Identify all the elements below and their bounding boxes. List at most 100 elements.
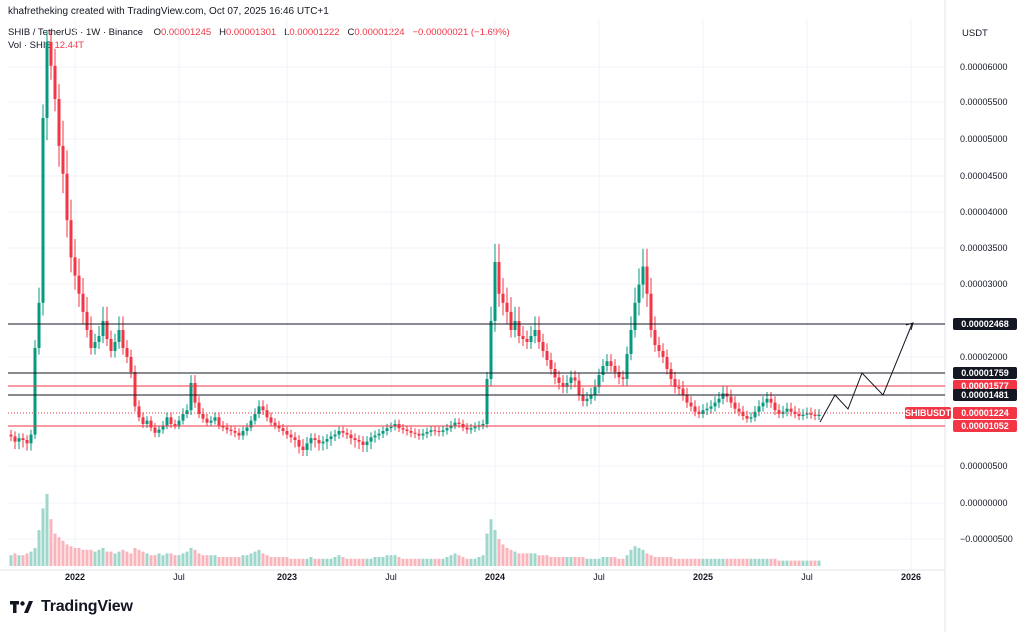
volume-bar <box>85 549 89 566</box>
candle-body <box>669 369 673 379</box>
tradingview-logo-text: TradingView <box>41 598 133 615</box>
volume-bar <box>513 551 517 566</box>
volume-bar <box>561 557 565 566</box>
candle-body <box>737 408 741 412</box>
y-tick-label: 0.00002000 <box>960 352 1008 362</box>
volume-bar <box>649 555 653 566</box>
volume-bar <box>505 548 509 566</box>
volume-bar <box>509 549 513 566</box>
candle-body <box>245 427 249 431</box>
candle-body <box>685 395 689 403</box>
change-value: −0.00000021 (−1.69%) <box>412 27 510 38</box>
volume-bar <box>745 558 749 566</box>
volume-bar <box>77 548 81 566</box>
volume-bar <box>177 555 181 566</box>
candle-body <box>237 432 241 436</box>
candle-body <box>341 431 345 433</box>
candle-body <box>281 428 285 431</box>
volume-bar <box>93 551 97 566</box>
candle-body <box>421 433 425 436</box>
candle-body <box>581 395 585 402</box>
candle-body <box>621 377 625 379</box>
volume-bar <box>197 553 201 566</box>
candle-body <box>745 416 749 419</box>
volume-bar <box>533 553 537 566</box>
candle-body <box>185 410 189 414</box>
volume-bar <box>405 558 409 566</box>
volume-bar <box>593 558 597 566</box>
volume-bar <box>281 557 285 566</box>
candle-body <box>801 414 805 416</box>
candle-body <box>773 402 777 411</box>
volume-bar <box>381 557 385 566</box>
volume-label[interactable]: Vol · SHIB <box>8 40 52 51</box>
candle-body <box>65 173 69 221</box>
x-tick-label: Jul <box>173 572 185 582</box>
candle-body <box>169 417 173 424</box>
high-label: H <box>219 27 226 38</box>
volume-bar <box>325 558 329 566</box>
volume-bar <box>297 558 301 566</box>
volume-bar <box>621 558 625 566</box>
volume-bar <box>149 555 153 566</box>
volume-bar <box>521 553 525 566</box>
volume-bar <box>501 544 505 566</box>
candle-body <box>741 411 745 416</box>
candle-body <box>473 426 477 429</box>
candle-body <box>213 417 217 421</box>
y-tick-label: 0.00005500 <box>960 97 1008 107</box>
candle-body <box>57 99 61 146</box>
candle-body <box>565 383 569 387</box>
candle-body <box>85 311 89 330</box>
candle-body <box>713 402 717 407</box>
volume-bar <box>97 549 101 566</box>
candle-body <box>597 375 601 387</box>
candle-body <box>485 379 489 424</box>
volume-bar <box>401 558 405 566</box>
candle-body <box>765 398 769 403</box>
candle-body <box>377 433 381 436</box>
volume-bar <box>473 558 477 566</box>
volume-bar <box>153 555 157 566</box>
candle-body <box>89 330 93 348</box>
volume-bar <box>657 557 661 566</box>
volume-bar <box>613 557 617 566</box>
volume-bar <box>61 540 65 566</box>
volume-bar <box>809 560 813 566</box>
currency-label[interactable]: USDT <box>962 28 988 39</box>
volume-bar <box>733 558 737 566</box>
volume-bar <box>25 553 29 566</box>
candle-body <box>625 354 629 379</box>
volume-bar <box>709 558 713 566</box>
volume-bar <box>617 558 621 566</box>
volume-bar <box>389 555 393 566</box>
candle-body <box>665 357 669 369</box>
candle-body <box>513 320 517 330</box>
level-tag <box>953 318 1017 330</box>
volume-bar <box>673 558 677 566</box>
volume-bar <box>449 555 453 566</box>
volume-bar <box>765 558 769 566</box>
volume-bar <box>565 557 569 566</box>
close-label: C <box>347 27 355 38</box>
volume-bar <box>441 558 445 566</box>
volume-bar <box>357 558 361 566</box>
candle-body <box>349 434 353 439</box>
candle-body <box>469 428 473 430</box>
volume-bar <box>705 558 709 566</box>
volume-bar <box>205 555 209 566</box>
volume-bar <box>773 558 777 566</box>
candle-body <box>717 398 721 403</box>
volume-bar <box>329 558 333 566</box>
candle-body <box>521 336 525 339</box>
candle-body <box>537 330 541 342</box>
candle-body <box>753 411 757 418</box>
projection-path[interactable] <box>819 323 913 423</box>
volume-bar <box>625 555 629 566</box>
volume-bar <box>337 555 341 566</box>
y-tick-label: 0.00003500 <box>960 243 1008 253</box>
level-tag-label: 0.00001052 <box>961 421 1009 431</box>
volume-bar <box>45 494 49 566</box>
volume-legend: Vol · SHIB 12.44T <box>8 40 84 51</box>
